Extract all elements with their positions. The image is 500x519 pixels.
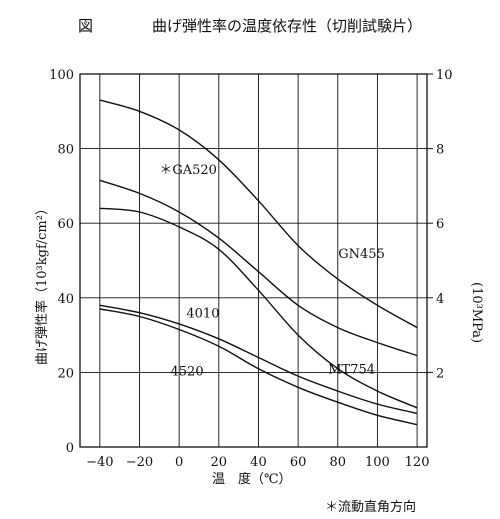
- plot-frame: [79, 73, 428, 448]
- y2-tick-label: 6: [436, 217, 444, 232]
- y-tick-label: 100: [49, 68, 74, 83]
- series-label: 4010: [186, 307, 219, 322]
- footnote: ＊流動直角方向: [325, 499, 416, 515]
- y2-tick-label: 4: [436, 292, 444, 307]
- series-labels: GN455 ＊GA520 MT754 4010 4520: [159, 163, 385, 379]
- series-line-4: [99, 304, 418, 415]
- y-tick-label: 60: [57, 217, 74, 232]
- x-tick-label: 40: [250, 455, 267, 470]
- series-line-2: [99, 179, 418, 357]
- x-tick-label: −20: [126, 455, 153, 470]
- x-tick-label: 100: [365, 455, 390, 470]
- x-tick-label: 60: [290, 455, 307, 470]
- series-label: ＊GA520: [159, 163, 217, 178]
- chart-title: 曲げ弾性率の温度依存性（切削試験片）: [152, 17, 422, 35]
- y-tick-label: 40: [57, 292, 74, 307]
- y2-axis-ticks: 2 4 6 8 10: [427, 68, 453, 381]
- x-tick-label: 80: [329, 455, 346, 470]
- y-tick-label: 20: [57, 366, 74, 381]
- y2-axis-label: (10³MPa): [469, 282, 484, 343]
- series-line-1: [99, 99, 418, 329]
- y-axis-ticks: 0 20 40 60 80 100: [49, 68, 74, 456]
- y-tick-label: 80: [57, 143, 74, 158]
- x-axis-label: 温 度（℃）: [212, 471, 292, 487]
- y-axis-label: 曲げ弾性率（10³kgf/cm²）: [34, 202, 50, 365]
- series-line-3: [99, 207, 418, 409]
- y2-tick-label: 10: [436, 68, 453, 83]
- series-group: [99, 99, 418, 426]
- series-line-5: [99, 308, 418, 426]
- figure-label: 図: [78, 17, 93, 35]
- series-label: GN455: [338, 247, 385, 262]
- x-tick-label: −40: [86, 455, 113, 470]
- series-label: MT754: [328, 363, 375, 378]
- x-axis-ticks: −40 −20 0 20 40 60 80 100 120: [86, 455, 429, 470]
- x-tick-label: 0: [175, 455, 183, 470]
- grid-lines: [80, 73, 427, 448]
- y2-tick-label: 2: [436, 366, 444, 381]
- series-label: 4520: [171, 365, 204, 380]
- y-tick-label: 0: [66, 441, 74, 456]
- x-tick-label: 120: [405, 455, 430, 470]
- y2-tick-label: 8: [436, 143, 444, 158]
- x-tick-label: 20: [211, 455, 228, 470]
